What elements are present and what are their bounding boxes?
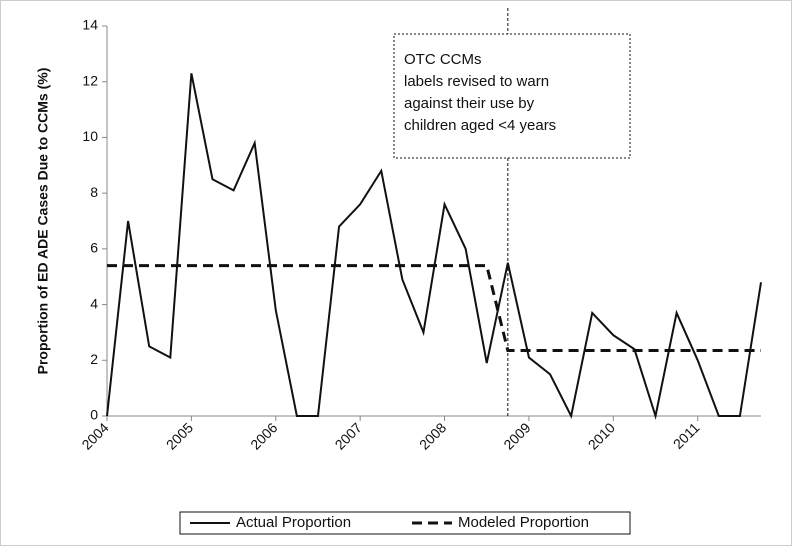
legend-label: Actual Proportion bbox=[236, 514, 351, 531]
annotation-text: labels revised to warn bbox=[404, 73, 549, 90]
y-tick-label: 4 bbox=[90, 295, 98, 311]
x-tick-label: 2008 bbox=[416, 419, 449, 452]
annotation-text: against their use by bbox=[404, 95, 535, 112]
x-tick-label: 2004 bbox=[78, 419, 111, 452]
y-tick-label: 12 bbox=[82, 72, 98, 88]
x-tick-label: 2007 bbox=[332, 419, 365, 452]
x-tick-label: 2011 bbox=[670, 419, 703, 452]
annotation-text: children aged <4 years bbox=[404, 117, 556, 134]
x-tick-label: 2005 bbox=[163, 419, 196, 452]
y-tick-label: 10 bbox=[82, 128, 98, 144]
x-tick-label: 2009 bbox=[500, 419, 533, 452]
annotation-text: OTC CCMs bbox=[404, 51, 482, 68]
annotation-box bbox=[393, 33, 631, 159]
y-tick-label: 0 bbox=[90, 407, 98, 423]
y-tick-label: 8 bbox=[90, 184, 98, 200]
series-line bbox=[106, 73, 762, 420]
legend-box bbox=[179, 511, 631, 535]
y-tick-label: 6 bbox=[90, 240, 98, 256]
x-tick-label: 2010 bbox=[585, 419, 618, 452]
x-tick-label: 2006 bbox=[247, 419, 280, 452]
y-axis-label: Proportion of ED ADE Cases Due to CCMs (… bbox=[35, 68, 51, 375]
series-line bbox=[107, 264, 761, 353]
legend-label: Modeled Proportion bbox=[458, 514, 589, 531]
y-tick-label: 14 bbox=[82, 17, 98, 33]
y-tick-label: 2 bbox=[90, 351, 98, 367]
